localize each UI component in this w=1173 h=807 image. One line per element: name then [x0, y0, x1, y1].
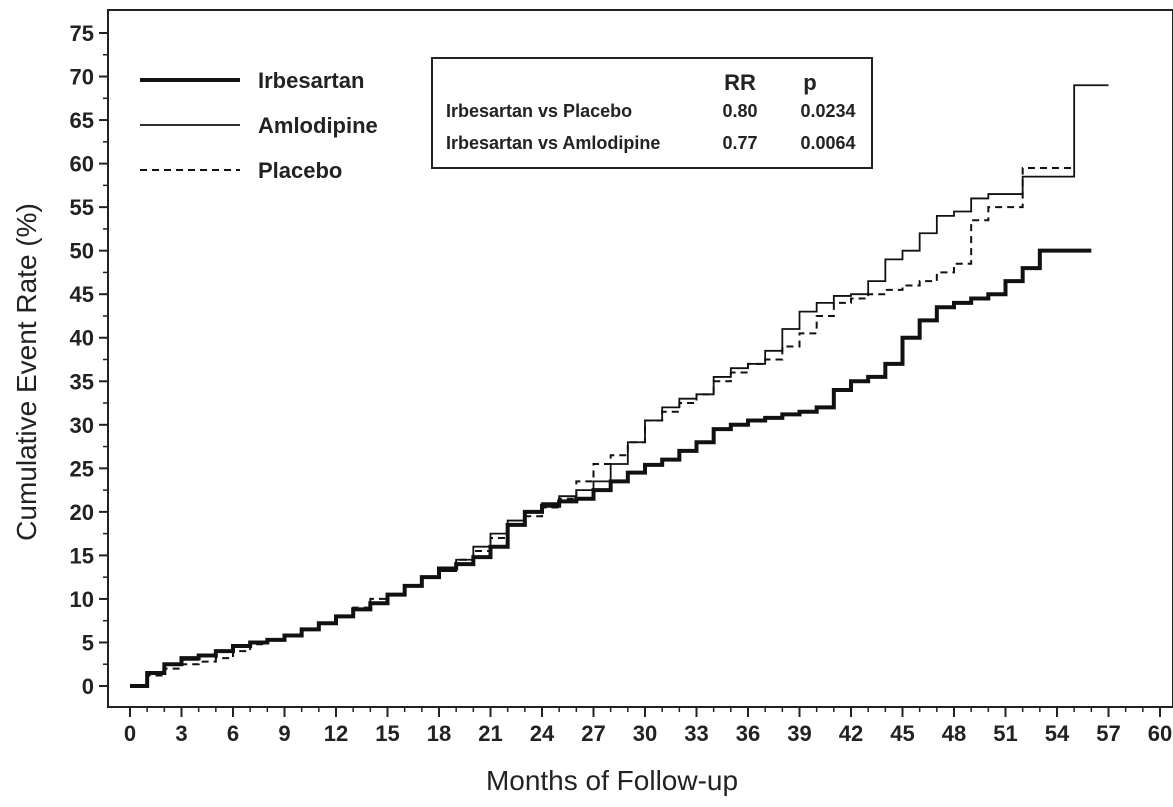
legend-label-amlodipine: Amlodipine [258, 113, 378, 138]
y-tick-label-0: 0 [82, 674, 94, 699]
stats-cell-r1c1: 0.77 [722, 133, 757, 153]
x-tick-label-57: 57 [1096, 721, 1120, 746]
y-tick-label-5: 5 [82, 630, 94, 655]
stats-table: RR p Irbesartan vs Placebo 0.80 0.0234 Irbesa… [431, 57, 873, 169]
legend: Irbesartan Amlodipine Placebo [140, 68, 378, 183]
x-tick-label-6: 6 [227, 721, 239, 746]
x-tick-label-27: 27 [581, 721, 605, 746]
y-tick-label-70: 70 [70, 65, 94, 90]
series-line-placebo [130, 166, 1075, 687]
plot-frame [107, 9, 1173, 708]
x-tick-label-9: 9 [278, 721, 290, 746]
x-axis-title: Months of Follow-up [486, 765, 738, 796]
x-tick-label-60: 60 [1148, 721, 1172, 746]
x-tick-label-42: 42 [839, 721, 863, 746]
stats-cell-r1c2: 0.0064 [800, 133, 855, 153]
x-tick-label-18: 18 [427, 721, 451, 746]
x-tick-label-12: 12 [324, 721, 348, 746]
y-tick-label-45: 45 [70, 282, 94, 307]
x-tick-label-30: 30 [633, 721, 657, 746]
stats-cell-r1c0: Irbesartan vs Amlodipine [446, 133, 660, 153]
x-tick-label-21: 21 [478, 721, 502, 746]
x-tick-label-39: 39 [787, 721, 811, 746]
x-tick-label-33: 33 [684, 721, 708, 746]
x-tick-label-3: 3 [175, 721, 187, 746]
y-tick-label-25: 25 [70, 456, 94, 481]
y-tick-label-55: 55 [70, 195, 94, 220]
stats-cell-r0c1: 0.80 [722, 101, 757, 121]
x-tick-label-54: 54 [1045, 721, 1070, 746]
y-tick-label-20: 20 [70, 500, 94, 525]
x-tick-label-24: 24 [530, 721, 555, 746]
stats-cell-r0c0: Irbesartan vs Placebo [446, 101, 632, 121]
x-tick-label-48: 48 [942, 721, 966, 746]
y-tick-label-10: 10 [70, 587, 94, 612]
y-axis-title: Cumulative Event Rate (%) [11, 203, 42, 541]
x-tick-label-45: 45 [890, 721, 914, 746]
x-tick-label-0: 0 [124, 721, 136, 746]
stats-cell-r0c2: 0.0234 [800, 101, 855, 121]
y-tick-label-15: 15 [70, 543, 94, 568]
stats-header-p: p [803, 70, 816, 95]
y-tick-label-40: 40 [70, 326, 94, 351]
stats-header-rr: RR [724, 70, 756, 95]
y-tick-label-50: 50 [70, 239, 94, 264]
x-tick-label-36: 36 [736, 721, 760, 746]
y-tick-label-65: 65 [70, 108, 94, 133]
y-tick-label-35: 35 [70, 369, 94, 394]
legend-label-irbesartan: Irbesartan [258, 68, 364, 93]
legend-label-placebo: Placebo [258, 158, 342, 183]
x-tick-label-51: 51 [993, 721, 1017, 746]
stats-table-box [431, 57, 873, 169]
y-tick-label-75: 75 [70, 21, 94, 46]
y-tick-label-30: 30 [70, 413, 94, 438]
x-tick-label-15: 15 [375, 721, 399, 746]
y-tick-label-60: 60 [70, 152, 94, 177]
series-layer [130, 84, 1109, 688]
